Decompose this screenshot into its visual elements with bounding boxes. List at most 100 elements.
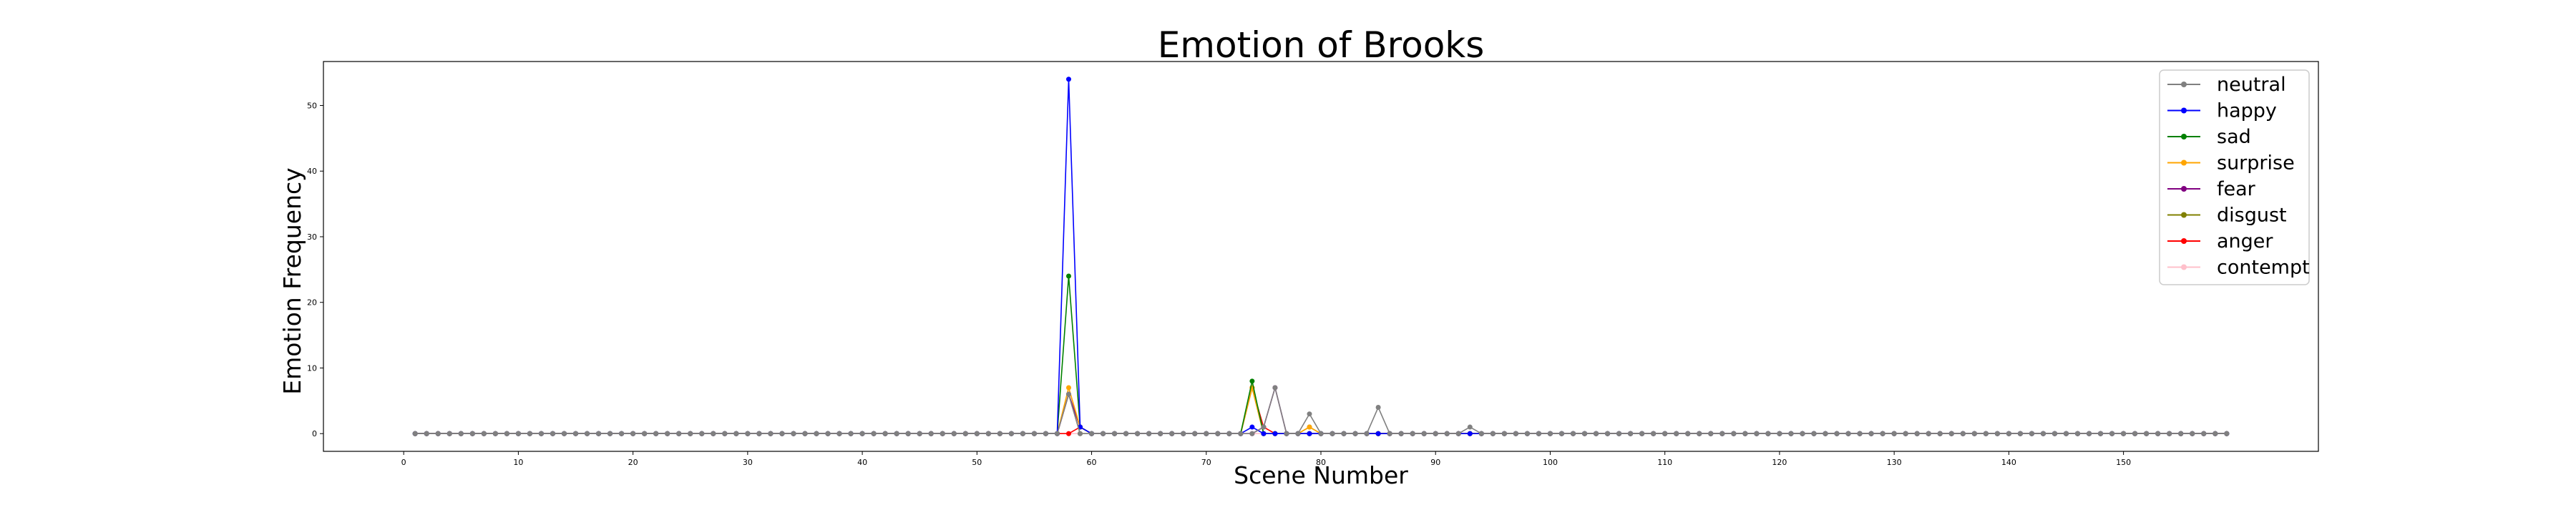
data-point-neutral (665, 431, 670, 436)
data-point-neutral (2040, 431, 2046, 436)
data-point-neutral (1880, 431, 1885, 436)
data-point-neutral (1455, 431, 1461, 436)
data-point-neutral (458, 431, 464, 436)
data-point-neutral (1948, 431, 1954, 436)
x-axis-ticks: 0 10 20 30 40 50 60 70 80 90 100 110 120 130 140 150 (401, 451, 2131, 467)
data-point-neutral (469, 431, 475, 436)
data-point-neutral (962, 431, 968, 436)
y-axis-label: Emotion Frequency (278, 167, 306, 394)
legend-label: surprise (2217, 152, 2295, 175)
data-point-neutral (1330, 431, 1335, 436)
legend-label: neutral (2217, 74, 2286, 96)
data-point-neutral (1536, 431, 1541, 436)
data-point-neutral (515, 431, 521, 436)
data-point-neutral (894, 431, 899, 436)
data-point-neutral (1651, 431, 1657, 436)
data-point-neutral (1994, 431, 2000, 436)
data-point-neutral (596, 431, 602, 436)
data-point-neutral (1594, 431, 1599, 436)
data-point-neutral (1960, 431, 1966, 436)
data-point-neutral (928, 431, 934, 436)
data-point-neutral (882, 431, 888, 436)
data-point-happy (1307, 431, 1312, 436)
plot-frame (323, 61, 2319, 452)
series-sad (412, 273, 2230, 436)
data-point-neutral (1628, 431, 1634, 436)
data-point-neutral (1192, 431, 1198, 436)
data-point-neutral (2132, 431, 2138, 436)
data-point-neutral (974, 431, 980, 436)
data-point-neutral (1031, 431, 1037, 436)
data-point-neutral (1123, 431, 1129, 436)
data-point-neutral (1662, 431, 1668, 436)
data-point-neutral (2063, 431, 2069, 436)
data-point-neutral (1054, 431, 1060, 436)
data-point-neutral (561, 431, 567, 436)
data-point-surprise (1065, 385, 1071, 391)
data-point-neutral (2109, 431, 2115, 436)
data-point-neutral (1307, 411, 1312, 417)
x-tick-label: 110 (1657, 458, 1672, 467)
data-point-neutral (1341, 431, 1347, 436)
data-point-neutral (756, 431, 762, 436)
data-point-neutral (733, 431, 739, 436)
data-point-neutral (1169, 431, 1175, 436)
data-point-neutral (1857, 431, 1863, 436)
data-point-neutral (1765, 431, 1771, 436)
data-point-neutral (1914, 431, 1920, 436)
data-point-happy (1467, 431, 1473, 436)
data-point-neutral (630, 431, 636, 436)
data-point-neutral (550, 431, 555, 436)
data-point-happy (1272, 431, 1278, 436)
y-tick-label: 50 (307, 101, 317, 110)
data-point-neutral (1674, 431, 1679, 436)
data-point-neutral (1261, 424, 1267, 430)
data-point-neutral (951, 431, 957, 436)
data-point-neutral (1926, 431, 1931, 436)
series-anger (412, 385, 2230, 436)
series-line-surprise (415, 385, 2227, 435)
data-point-neutral (1375, 405, 1381, 411)
data-point-neutral (711, 431, 716, 436)
legend-item-contempt: contempt (2167, 257, 2310, 279)
legend-box (2159, 69, 2310, 285)
data-point-neutral (573, 431, 579, 436)
y-axis-ticks: 0 10 20 30 40 50 (307, 101, 323, 438)
legend-marker (2181, 107, 2187, 114)
data-point-neutral (2178, 431, 2184, 436)
series-fear (412, 385, 2230, 436)
series-line-neutral (415, 385, 2227, 435)
data-point-neutral (1639, 431, 1645, 436)
data-point-neutral (1249, 431, 1255, 436)
data-point-neutral (481, 431, 487, 436)
data-point-neutral (1467, 424, 1473, 430)
data-point-neutral (1868, 431, 1874, 436)
y-tick-label: 30 (307, 232, 317, 242)
data-point-neutral (1410, 431, 1415, 436)
x-tick-label: 10 (513, 458, 523, 467)
data-point-neutral (722, 431, 728, 436)
x-tick-label: 60 (1087, 458, 1097, 467)
data-point-neutral (1571, 431, 1576, 436)
data-point-neutral (1582, 431, 1588, 436)
data-point-neutral (2075, 431, 2081, 436)
series-neutral (412, 385, 2230, 436)
data-point-neutral (492, 431, 498, 436)
data-point-neutral (985, 431, 991, 436)
series-line-fear (415, 385, 2227, 435)
data-point-neutral (1101, 431, 1106, 436)
data-point-neutral (1078, 431, 1083, 436)
data-point-neutral (435, 431, 441, 436)
data-point-surprise (1307, 424, 1312, 430)
legend-item-neutral: neutral (2167, 74, 2286, 96)
data-point-neutral (1845, 431, 1851, 436)
data-point-neutral (848, 431, 854, 436)
data-point-neutral (836, 431, 842, 436)
data-point-neutral (527, 431, 532, 436)
data-point-neutral (1204, 431, 1209, 436)
data-point-neutral (1903, 431, 1908, 436)
data-point-neutral (424, 431, 429, 436)
data-point-neutral (745, 431, 751, 436)
data-point-neutral (1020, 431, 1025, 436)
data-point-neutral (1983, 431, 1989, 436)
